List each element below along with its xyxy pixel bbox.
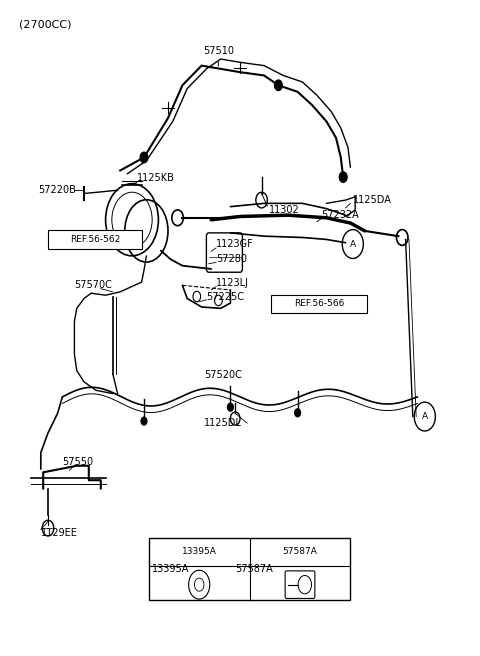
Text: 57280: 57280	[216, 254, 247, 264]
Text: 1123GF: 1123GF	[216, 239, 254, 249]
Text: 57232A: 57232A	[322, 210, 360, 220]
Text: 57220B: 57220B	[38, 185, 76, 195]
Text: 1125KB: 1125KB	[137, 173, 175, 184]
Circle shape	[141, 417, 147, 425]
Text: 1125DA: 1125DA	[353, 195, 392, 205]
Text: (2700CC): (2700CC)	[19, 20, 72, 30]
FancyBboxPatch shape	[206, 233, 242, 272]
Text: 11302: 11302	[269, 205, 300, 215]
Circle shape	[140, 152, 148, 163]
Text: 57587A: 57587A	[236, 564, 273, 575]
Text: A: A	[422, 412, 428, 421]
Circle shape	[275, 80, 282, 91]
Text: 13395A: 13395A	[152, 564, 189, 575]
FancyBboxPatch shape	[48, 230, 142, 249]
Text: 57510: 57510	[203, 45, 234, 56]
Text: REF.56-566: REF.56-566	[294, 299, 344, 308]
Text: 57225C: 57225C	[206, 291, 244, 302]
Text: 13395A: 13395A	[182, 547, 216, 556]
Text: 57520C: 57520C	[204, 370, 242, 380]
Text: 1123LJ: 1123LJ	[216, 278, 249, 289]
Text: 1129EE: 1129EE	[41, 527, 78, 538]
FancyBboxPatch shape	[285, 571, 315, 598]
Text: A: A	[350, 239, 356, 249]
Text: 57550: 57550	[62, 457, 94, 468]
Text: REF.56-562: REF.56-562	[70, 235, 120, 244]
FancyBboxPatch shape	[271, 295, 367, 313]
Text: 1125DL: 1125DL	[204, 418, 242, 428]
Text: 57570C: 57570C	[74, 280, 112, 291]
Circle shape	[228, 403, 233, 411]
FancyBboxPatch shape	[149, 538, 350, 600]
Text: 57587A: 57587A	[283, 547, 317, 556]
Circle shape	[339, 172, 347, 182]
Circle shape	[295, 409, 300, 417]
